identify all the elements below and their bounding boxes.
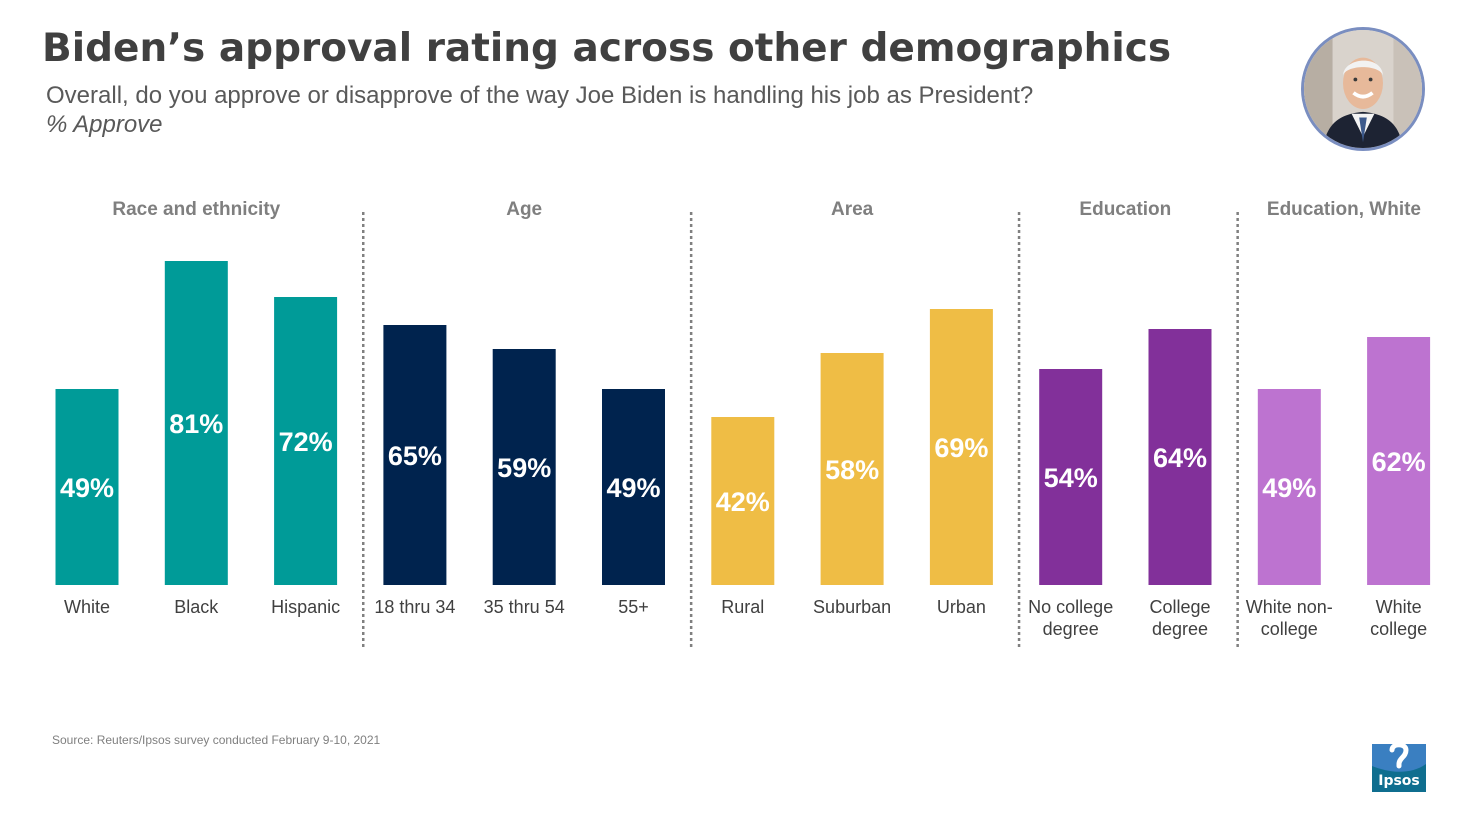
bar-rural bbox=[711, 417, 775, 585]
bar-55 bbox=[602, 389, 665, 585]
category-label-55: 55+ bbox=[618, 597, 649, 617]
bar-black bbox=[164, 261, 228, 585]
category-label-urban: Urban bbox=[937, 597, 986, 617]
measure-label: % Approve bbox=[46, 111, 163, 138]
group-label-area: Area bbox=[831, 199, 874, 220]
category-label-hispanic: Hispanic bbox=[271, 597, 340, 617]
value-label-suburban: 58% bbox=[825, 455, 879, 485]
value-label-college-degree: 64% bbox=[1153, 443, 1207, 473]
category-label-35-thru-54: 35 thru 54 bbox=[484, 597, 565, 617]
group-label-education: Education bbox=[1079, 199, 1171, 220]
category-label-rural: Rural bbox=[721, 597, 764, 617]
bar-college-degree bbox=[1148, 329, 1212, 585]
bar-white-non-college bbox=[1257, 389, 1321, 585]
category-label-no-college-degree: No college degree bbox=[1028, 597, 1113, 639]
survey-question: Overall, do you approve or disapprove of… bbox=[46, 82, 1034, 109]
category-label-college-degree: College degree bbox=[1149, 597, 1210, 639]
group-label-education-white: Education, White bbox=[1267, 199, 1421, 220]
bar-no-college-degree bbox=[1039, 369, 1103, 585]
bar-urban bbox=[929, 309, 993, 585]
value-label-hispanic: 72% bbox=[279, 427, 333, 457]
category-label-suburban: Suburban bbox=[813, 597, 891, 617]
value-label-white-college: 62% bbox=[1372, 447, 1426, 477]
bar-white-college bbox=[1367, 337, 1431, 585]
page-title: Biden’s approval rating across other dem… bbox=[42, 26, 1172, 71]
category-label-white-college: White college bbox=[1370, 597, 1427, 639]
source-note: Source: Reuters/Ipsos survey conducted F… bbox=[52, 733, 381, 747]
value-label-white: 49% bbox=[60, 473, 114, 503]
bar-white bbox=[55, 389, 119, 585]
category-label-18-thru-34: 18 thru 34 bbox=[374, 597, 455, 617]
ipsos-logo: Ipsos bbox=[1372, 744, 1426, 792]
logo-wordmark: Ipsos bbox=[1378, 773, 1420, 789]
bar-hispanic bbox=[274, 297, 338, 585]
bar-suburban bbox=[820, 353, 884, 585]
category-label-white-non-college: White non-college bbox=[1246, 597, 1333, 639]
value-label-rural: 42% bbox=[716, 487, 770, 517]
category-label-white: White bbox=[64, 597, 110, 617]
group-label-age: Age bbox=[506, 199, 542, 220]
value-label-18-thru-34: 65% bbox=[388, 441, 442, 471]
person-portrait-icon bbox=[1301, 27, 1425, 151]
category-label-black: Black bbox=[174, 597, 219, 617]
value-label-white-non-college: 49% bbox=[1262, 473, 1316, 503]
value-label-no-college-degree: 54% bbox=[1044, 463, 1098, 493]
bar-18-thru-34 bbox=[383, 325, 447, 585]
value-label-55: 49% bbox=[606, 473, 660, 503]
value-label-35-thru-54: 59% bbox=[497, 453, 551, 483]
value-label-black: 81% bbox=[169, 409, 223, 439]
approval-bar-chart: 49% White 81% Black 72% Hispanic Race and ethn… bbox=[55, 199, 1431, 648]
group-label-race-and-ethnicity: Race and ethnicity bbox=[112, 199, 280, 220]
bar-35-thru-54 bbox=[492, 349, 556, 585]
value-label-urban: 69% bbox=[934, 433, 988, 463]
